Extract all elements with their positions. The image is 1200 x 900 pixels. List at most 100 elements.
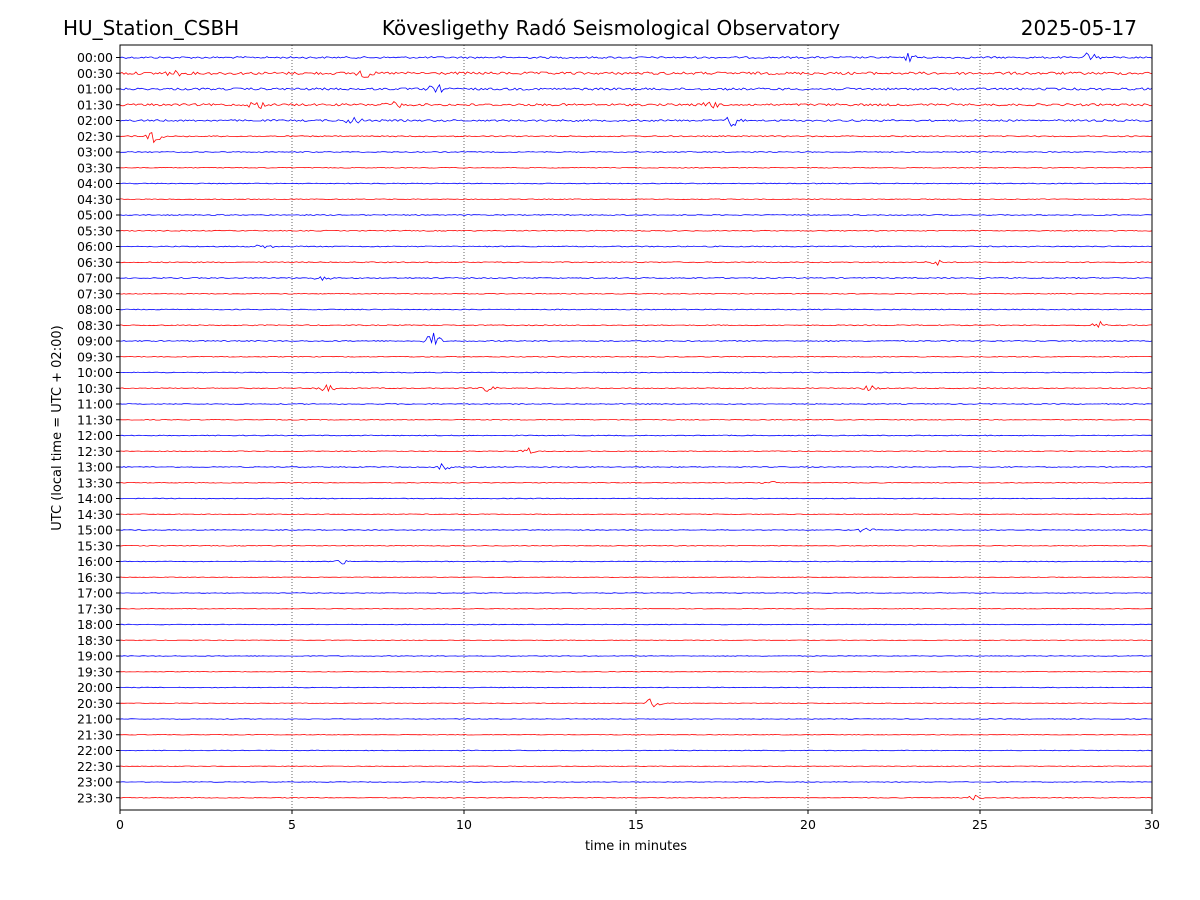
y-tick-label: 23:30 <box>77 790 113 805</box>
trace-row <box>119 132 1153 144</box>
y-tick-label: 07:30 <box>77 286 113 301</box>
y-tick-labels: 00:0000:3001:0001:3002:0002:3003:0003:30… <box>77 50 120 805</box>
trace-row <box>119 639 1152 641</box>
y-tick-label: 02:30 <box>77 129 113 144</box>
trace-row <box>119 462 1153 471</box>
y-tick-label: 14:00 <box>77 491 113 506</box>
y-tick-label: 06:00 <box>77 239 113 254</box>
y-tick-label: 15:00 <box>77 523 113 538</box>
y-tick-label: 17:00 <box>77 586 113 601</box>
trace-row <box>119 497 1152 500</box>
trace-row <box>119 544 1153 547</box>
y-tick-label: 01:00 <box>77 82 113 97</box>
y-tick-label: 00:00 <box>77 50 113 65</box>
seismogram-traces <box>119 52 1153 801</box>
y-tick-label: 21:30 <box>77 727 113 742</box>
y-tick-label: 01:30 <box>77 97 113 112</box>
trace-row <box>119 355 1153 358</box>
x-tick-label: 30 <box>1144 817 1160 832</box>
trace-row <box>119 718 1153 720</box>
trace-row <box>119 182 1153 185</box>
trace-row <box>119 434 1153 437</box>
y-tick-label: 20:00 <box>77 680 113 695</box>
trace-row <box>120 198 1153 201</box>
y-tick-label: 19:30 <box>77 664 113 679</box>
trace-row <box>119 116 1153 127</box>
trace-row <box>119 83 1153 94</box>
trace-row <box>119 418 1153 421</box>
trace-row <box>119 481 1153 484</box>
y-tick-label: 03:30 <box>77 160 113 175</box>
trace-row <box>120 513 1153 516</box>
y-tick-label: 11:00 <box>77 397 113 412</box>
trace-row <box>119 592 1153 594</box>
trace-row <box>119 214 1153 216</box>
y-tick-label: 17:30 <box>77 601 113 616</box>
y-tick-label: 18:00 <box>77 617 113 632</box>
x-tick-label: 25 <box>972 817 988 832</box>
y-tick-label: 13:00 <box>77 460 113 475</box>
trace-row <box>119 320 1152 329</box>
trace-row <box>119 671 1153 673</box>
y-tick-label: 21:00 <box>77 712 113 727</box>
trace-row <box>120 371 1153 374</box>
y-tick-label: 03:00 <box>77 145 113 160</box>
y-tick-label: 04:00 <box>77 176 113 191</box>
trace-row <box>119 69 1153 78</box>
x-tick-label: 0 <box>116 817 124 832</box>
y-tick-label: 10:30 <box>77 381 113 396</box>
y-tick-label: 06:30 <box>77 255 113 270</box>
trace-row <box>119 734 1153 736</box>
trace-row <box>119 276 1153 282</box>
trace-row <box>119 229 1153 232</box>
y-tick-label: 08:00 <box>77 302 113 317</box>
trace-row <box>119 403 1152 405</box>
y-tick-label: 15:30 <box>77 538 113 553</box>
y-tick-label: 16:30 <box>77 570 113 585</box>
trace-row <box>119 527 1153 533</box>
y-tick-label: 07:00 <box>77 271 113 286</box>
y-tick-label: 11:30 <box>77 412 113 427</box>
trace-row <box>119 383 1153 393</box>
trace-row <box>119 292 1153 295</box>
x-tick-label: 20 <box>800 817 816 832</box>
trace-row <box>119 765 1153 767</box>
trace-row <box>119 447 1152 454</box>
y-tick-label: 16:00 <box>77 554 113 569</box>
trace-row <box>119 52 1153 63</box>
y-tick-label: 22:00 <box>77 743 113 758</box>
observatory-title: Kövesligethy Radó Seismological Observat… <box>382 16 840 40</box>
station-title: HU_Station_CSBH <box>63 16 239 40</box>
y-tick-label: 04:30 <box>77 192 113 207</box>
x-tick-labels: 0 5 10 15 20 25 30 <box>116 810 1160 832</box>
trace-row <box>119 686 1153 689</box>
x-tick-label: 5 <box>288 817 296 832</box>
y-tick-label: 22:30 <box>77 759 113 774</box>
trace-row <box>119 698 1153 708</box>
y-tick-label: 08:30 <box>77 318 113 333</box>
y-tick-label: 23:00 <box>77 775 113 790</box>
trace-row <box>119 101 1153 110</box>
y-tick-label: 14:30 <box>77 507 113 522</box>
y-tick-label: 09:30 <box>77 349 113 364</box>
y-tick-label: 10:00 <box>77 365 113 380</box>
y-tick-label: 18:30 <box>77 633 113 648</box>
trace-row <box>119 655 1153 657</box>
trace-row <box>120 608 1153 610</box>
y-tick-label: 12:00 <box>77 428 113 443</box>
trace-row <box>119 308 1153 311</box>
trace-row <box>119 559 1153 565</box>
trace-row <box>120 332 1153 346</box>
trace-row <box>119 151 1153 153</box>
x-tick-label: 10 <box>456 817 472 832</box>
y-tick-label: 05:30 <box>77 223 113 238</box>
x-axis-label: time in minutes <box>585 839 687 854</box>
trace-row <box>119 244 1153 249</box>
y-axis-label: UTC (local time = UTC + 02:00) <box>50 325 65 530</box>
vertical-gridlines <box>291 45 981 810</box>
trace-row <box>119 623 1152 626</box>
y-tick-label: 05:00 <box>77 208 113 223</box>
y-tick-label: 00:30 <box>77 66 113 81</box>
y-tick-label: 02:00 <box>77 113 113 128</box>
